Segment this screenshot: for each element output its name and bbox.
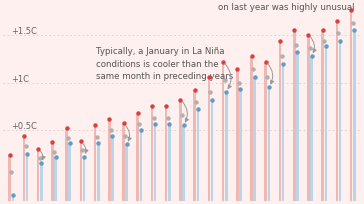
Bar: [350, 11, 352, 201]
Bar: [307, 36, 310, 201]
Bar: [268, 88, 270, 201]
Bar: [253, 78, 256, 201]
Bar: [26, 154, 28, 201]
Text: +1.5C: +1.5C: [11, 27, 37, 36]
Bar: [37, 149, 39, 201]
Bar: [122, 124, 125, 201]
Bar: [94, 126, 96, 201]
Bar: [353, 31, 356, 201]
Bar: [66, 129, 68, 201]
Bar: [239, 90, 242, 201]
Bar: [279, 41, 281, 201]
Bar: [325, 47, 327, 201]
Bar: [54, 157, 57, 201]
Bar: [168, 125, 171, 201]
Bar: [136, 113, 139, 201]
Bar: [154, 125, 157, 201]
Bar: [225, 93, 228, 201]
Bar: [265, 62, 267, 201]
Bar: [40, 163, 43, 201]
Text: +1C: +1C: [11, 74, 29, 83]
Text: Typically, a January in La Niña
conditions is cooler than the
same month in prec: Typically, a January in La Niña conditio…: [96, 47, 233, 81]
Bar: [250, 57, 253, 201]
Bar: [83, 157, 85, 201]
Bar: [97, 144, 99, 201]
Bar: [211, 100, 213, 201]
Bar: [193, 91, 196, 201]
Bar: [179, 100, 182, 201]
Bar: [12, 195, 14, 201]
Bar: [282, 64, 284, 201]
Text: on last year was highly unusual: on last year was highly unusual: [218, 3, 354, 12]
Bar: [165, 107, 167, 201]
Bar: [125, 144, 128, 201]
Bar: [108, 119, 111, 201]
Bar: [23, 136, 25, 201]
Bar: [182, 126, 185, 201]
Bar: [293, 31, 296, 201]
Bar: [339, 41, 341, 201]
Bar: [321, 31, 324, 201]
Bar: [80, 142, 82, 201]
Bar: [222, 62, 224, 201]
Bar: [296, 53, 298, 201]
Bar: [207, 78, 210, 201]
Bar: [140, 130, 142, 201]
Bar: [51, 143, 54, 201]
Text: +0.5C: +0.5C: [11, 121, 37, 130]
Bar: [8, 155, 11, 201]
Bar: [111, 136, 114, 201]
Bar: [236, 70, 239, 201]
Bar: [310, 57, 313, 201]
Bar: [336, 22, 338, 201]
Bar: [151, 107, 153, 201]
Bar: [68, 144, 71, 201]
Bar: [197, 110, 199, 201]
